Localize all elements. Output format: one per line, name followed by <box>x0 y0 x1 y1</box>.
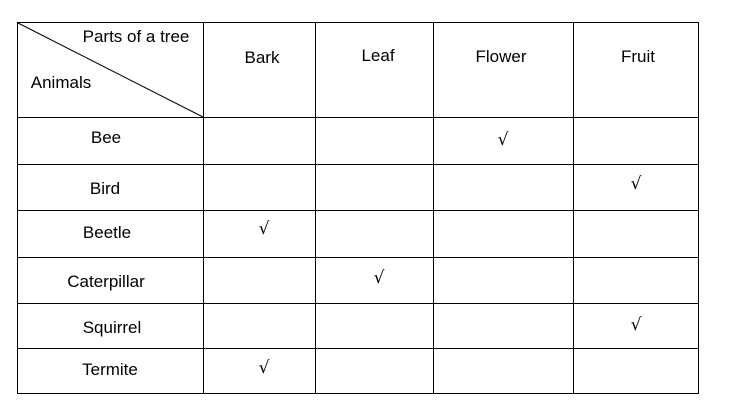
row-header-beetle: Beetle <box>82 223 132 242</box>
column-header-flower: Flower <box>475 47 527 66</box>
corner-diagonal <box>17 22 204 118</box>
check-mark: √ <box>630 315 642 335</box>
corner-column-header: Parts of a tree <box>82 27 190 46</box>
check-mark: √ <box>630 174 642 194</box>
corner-row-header: Animals <box>30 73 92 92</box>
column-header-fruit: Fruit <box>621 47 655 66</box>
row-header-bee: Bee <box>90 128 122 147</box>
check-mark: √ <box>373 268 385 288</box>
column-header-bark: Bark <box>244 48 280 67</box>
row-header-bird: Bird <box>89 179 121 198</box>
check-mark: √ <box>258 358 270 378</box>
row-header-termite: Termite <box>82 360 138 379</box>
column-header-leaf: Leaf <box>361 46 395 65</box>
row-header-caterpillar: Caterpillar <box>67 272 145 291</box>
check-mark: √ <box>258 219 270 239</box>
row-header-squirrel: Squirrel <box>82 318 142 337</box>
table-border <box>17 22 699 394</box>
check-mark: √ <box>497 130 509 150</box>
